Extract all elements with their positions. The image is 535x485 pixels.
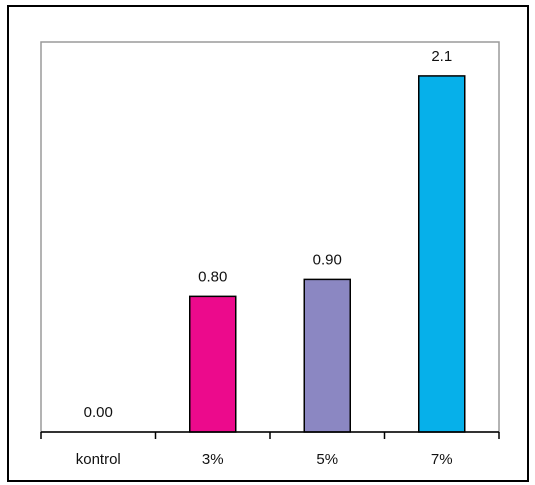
bar-2 [303, 278, 351, 433]
data-label-2: 0.90 [313, 251, 342, 268]
data-label-0: 0.00 [84, 404, 113, 421]
data-labels-group: 0.00 0.80 0.90 2.1 [84, 48, 453, 421]
bar-3 [418, 75, 466, 433]
x-tick-labels-group: kontrol 3% 5% 7% [76, 451, 453, 468]
data-label-3: 2.1 [431, 48, 452, 65]
bar-1 [189, 295, 237, 433]
x-ticks-group [40, 432, 500, 439]
x-tick-label-3: 7% [431, 451, 453, 468]
bars-group [189, 75, 466, 433]
x-tick-label-2: 5% [316, 451, 338, 468]
data-label-1: 0.80 [198, 268, 227, 285]
x-tick-label-0: kontrol [76, 451, 121, 468]
x-tick-label-1: 3% [202, 451, 224, 468]
